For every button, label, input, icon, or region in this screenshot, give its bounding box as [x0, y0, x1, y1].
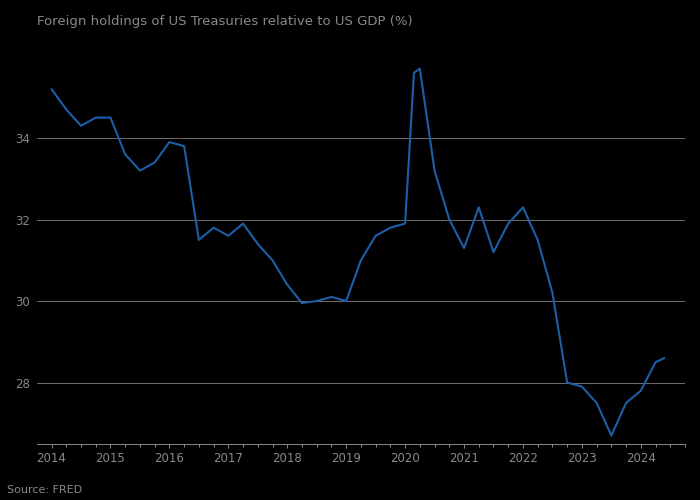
Text: Foreign holdings of US Treasuries relative to US GDP (%): Foreign holdings of US Treasuries relati…: [37, 15, 412, 28]
Text: Source: FRED: Source: FRED: [7, 485, 82, 495]
